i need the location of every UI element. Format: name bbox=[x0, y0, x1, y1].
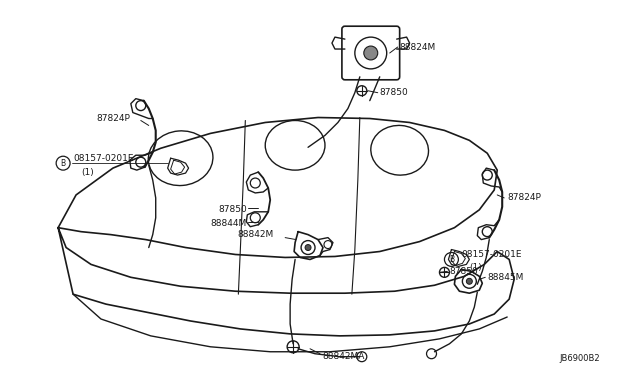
Text: (1): (1) bbox=[81, 168, 94, 177]
Text: JB6900B2: JB6900B2 bbox=[559, 354, 600, 363]
Text: 87824P: 87824P bbox=[96, 114, 130, 123]
Text: 08157-0201E: 08157-0201E bbox=[73, 154, 134, 163]
Text: B: B bbox=[61, 159, 66, 168]
Text: 88842MA: 88842MA bbox=[322, 352, 364, 361]
Circle shape bbox=[364, 46, 378, 60]
Text: 88842M: 88842M bbox=[237, 230, 274, 239]
Text: 87824P: 87824P bbox=[507, 193, 541, 202]
Text: 87850: 87850 bbox=[218, 205, 247, 214]
Text: 87850: 87850 bbox=[449, 267, 478, 276]
Circle shape bbox=[467, 278, 472, 284]
Circle shape bbox=[305, 244, 311, 250]
Text: 88845M: 88845M bbox=[487, 273, 524, 282]
Text: 87850: 87850 bbox=[380, 88, 408, 97]
Text: 88824M: 88824M bbox=[399, 42, 436, 52]
Text: 08157-0201E: 08157-0201E bbox=[461, 250, 522, 259]
Text: (1): (1) bbox=[469, 263, 482, 272]
Text: 88844M: 88844M bbox=[211, 219, 247, 228]
Text: B: B bbox=[449, 255, 454, 264]
